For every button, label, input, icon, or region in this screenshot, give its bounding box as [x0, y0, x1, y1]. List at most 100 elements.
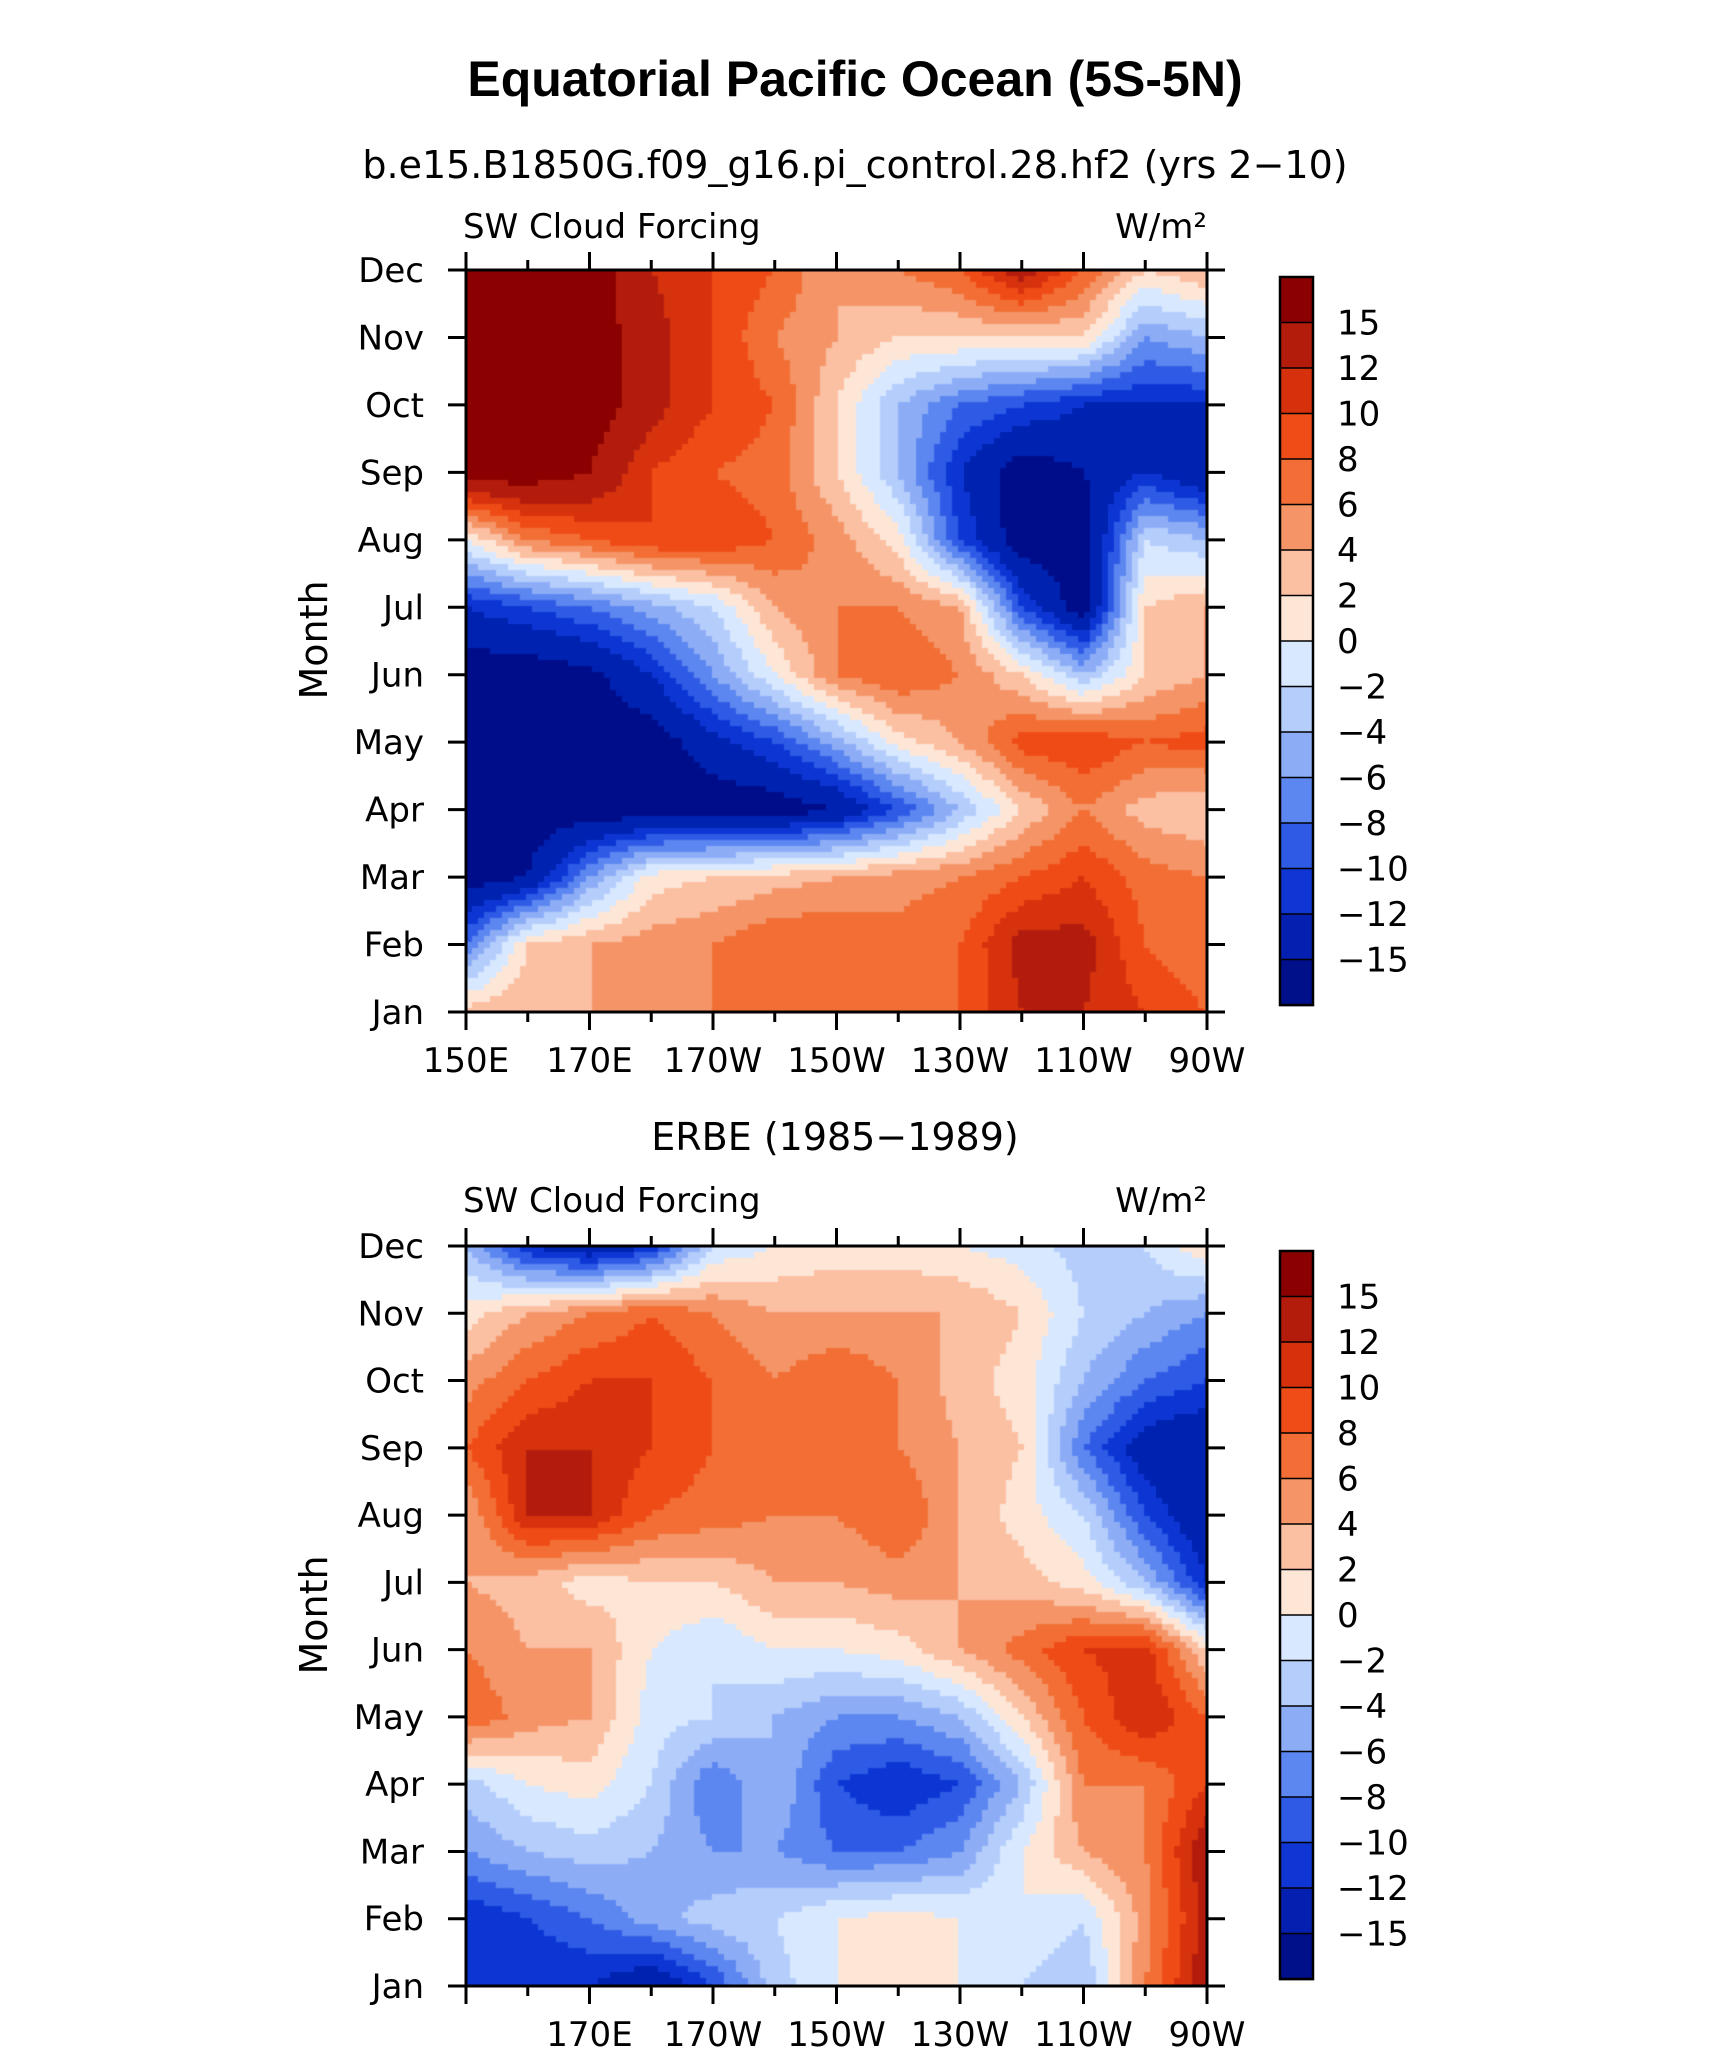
heatmap-cell [754, 288, 761, 295]
heatmap-cell [994, 342, 1001, 349]
heatmap-cell [970, 300, 977, 307]
heatmap-cell [1072, 498, 1079, 505]
heatmap-cell [838, 438, 845, 445]
heatmap-cell [1156, 438, 1163, 445]
heatmap-cell [544, 378, 551, 385]
heatmap-cell [664, 282, 671, 289]
heatmap-cell [1078, 318, 1085, 325]
heatmap-cell [802, 498, 809, 505]
heatmap-cell [688, 396, 695, 403]
heatmap-cell [874, 300, 881, 307]
heatmap-cell [928, 378, 935, 385]
heatmap-cell [1162, 354, 1169, 361]
heatmap-cell [916, 486, 923, 493]
heatmap-cell [982, 414, 989, 421]
heatmap-cell [1150, 282, 1157, 289]
heatmap-cell [466, 474, 473, 481]
heatmap-cell [982, 336, 989, 343]
heatmap-cell [1030, 480, 1037, 487]
heatmap-cell [1072, 336, 1079, 343]
heatmap-cell [784, 486, 791, 493]
heatmap-cell [718, 390, 725, 397]
heatmap-cell [1036, 342, 1043, 349]
heatmap-cell [892, 354, 899, 361]
heatmap-cell [484, 456, 491, 463]
heatmap-cell [868, 408, 875, 415]
heatmap-cell [502, 294, 509, 301]
heatmap-cell [754, 360, 761, 367]
heatmap-cell [886, 402, 893, 409]
heatmap-cell [1198, 444, 1205, 451]
heatmap-cell [718, 276, 725, 283]
heatmap-cell [520, 342, 527, 349]
heatmap-cell [928, 336, 935, 343]
heatmap-cell [1054, 408, 1061, 415]
heatmap-cell [1030, 318, 1037, 325]
heatmap-cell [964, 384, 971, 391]
heatmap-cell [1012, 342, 1019, 349]
heatmap-cell [808, 462, 815, 469]
heatmap-cell [904, 480, 911, 487]
heatmap-cell [778, 414, 785, 421]
heatmap-cell [700, 456, 707, 463]
heatmap-cell [562, 360, 569, 367]
heatmap-cell [688, 378, 695, 385]
heatmap-cell [880, 462, 887, 469]
heatmap-cell [802, 366, 809, 373]
heatmap-cell [1174, 336, 1181, 343]
heatmap-cell [832, 282, 839, 289]
heatmap-cell [1030, 462, 1037, 469]
heatmap-cell [1126, 474, 1133, 481]
heatmap-cell [844, 300, 851, 307]
heatmap-cell [526, 480, 533, 487]
heatmap-cell [898, 354, 905, 361]
heatmap-cell [976, 450, 983, 457]
heatmap-cell [526, 432, 533, 439]
heatmap-cell [712, 336, 719, 343]
heatmap-cell [568, 480, 575, 487]
heatmap-cell [502, 366, 509, 373]
heatmap-cell [874, 294, 881, 301]
heatmap-cell [610, 312, 617, 319]
heatmap-cell [592, 474, 599, 481]
heatmap-cell [850, 318, 857, 325]
heatmap-cell [934, 312, 941, 319]
heatmap-cell [1054, 378, 1061, 385]
heatmap-cell [964, 474, 971, 481]
heatmap-cell [568, 318, 575, 325]
heatmap-cell [1054, 300, 1061, 307]
heatmap-cell [592, 438, 599, 445]
heatmap-cell [556, 498, 563, 505]
heatmap-cell [1132, 498, 1139, 505]
heatmap-cell [580, 270, 587, 277]
heatmap-cell [928, 294, 935, 301]
heatmap-cell [952, 420, 959, 427]
heatmap-cell [1030, 498, 1037, 505]
heatmap-cell [1090, 336, 1097, 343]
heatmap-cell [946, 414, 953, 421]
heatmap-cell [1024, 414, 1031, 421]
heatmap-cell [916, 342, 923, 349]
heatmap-cell [706, 474, 713, 481]
heatmap-cell [646, 396, 653, 403]
heatmap-cell [694, 378, 701, 385]
heatmap-cell [652, 384, 659, 391]
heatmap-cell [1192, 432, 1199, 439]
heatmap-cell [496, 432, 503, 439]
heatmap-cell [676, 456, 683, 463]
heatmap-cell [1186, 276, 1193, 283]
heatmap-cell [628, 420, 635, 427]
heatmap-cell [994, 348, 1001, 355]
heatmap-cell [1144, 402, 1151, 409]
heatmap-cell [700, 444, 707, 451]
heatmap-cell [610, 294, 617, 301]
heatmap-cell [886, 426, 893, 433]
heatmap-cell [1168, 426, 1175, 433]
heatmap-cell [580, 450, 587, 457]
heatmap-cell [886, 276, 893, 283]
heatmap-cell [484, 420, 491, 427]
heatmap-cell [1012, 396, 1019, 403]
heatmap-cell [922, 330, 929, 337]
heatmap-cell [634, 450, 641, 457]
heatmap-cell [688, 480, 695, 487]
